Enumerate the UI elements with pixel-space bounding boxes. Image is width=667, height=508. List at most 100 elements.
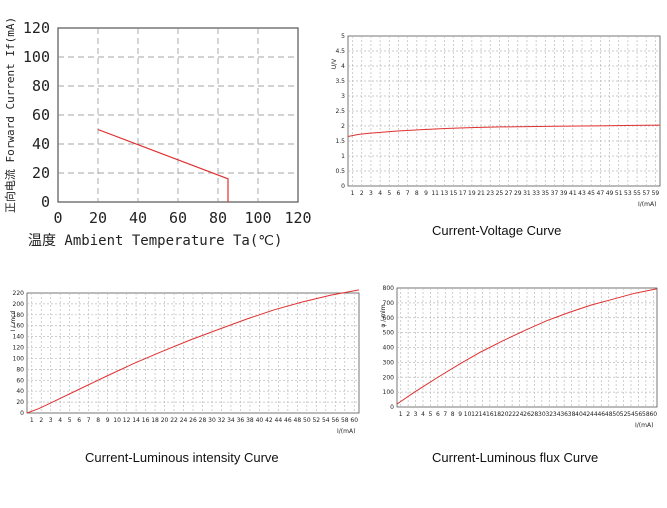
current-voltage-y-tick-label: 0.5 [335,168,345,175]
current-luminous-intensity-x-axis-label: I/(mA) [337,428,355,435]
current-luminous-intensity-x-tick-label: 32 [218,417,226,424]
current-luminous-intensity-x-tick-label: 3 [49,417,53,424]
current-voltage-y-tick-label: 1.5 [335,138,345,145]
current-luminous-flux-caption: Current-Luminous flux Curve [432,450,599,465]
current-luminous-flux-y-tick-label: 200 [383,374,395,381]
derating-y-tick-label: 0 [41,193,50,211]
current-voltage-x-tick-label: 3 [369,190,373,197]
current-luminous-flux-x-tick-label: 48 [605,411,613,418]
current-voltage-x-tick-label: 17 [459,190,467,197]
derating-y-tick-label: 100 [23,48,50,66]
current-luminous-flux-x-tick-label: 54 [627,411,635,418]
current-voltage-x-tick-label: 1 [351,190,355,197]
current-voltage-y-tick-label: 4 [341,63,345,70]
current-luminous-flux-x-tick-label: 4 [421,411,425,418]
current-voltage-x-tick-label: 27 [505,190,513,197]
current-voltage-x-tick-label: 21 [477,190,485,197]
current-luminous-intensity-y-tick-label: 160 [13,323,25,330]
current-luminous-flux-x-tick-label: 8 [451,411,455,418]
current-voltage-y-tick-label: 1 [341,153,345,160]
current-luminous-intensity-x-tick-label: 26 [189,417,197,424]
derating-y-tick-label: 40 [32,135,50,153]
derating-x-tick-label: 0 [53,209,62,227]
current-luminous-flux-y-tick-label: 0 [390,404,394,411]
current-luminous-intensity-x-tick-label: 6 [77,417,81,424]
current-luminous-intensity-x-tick-label: 4 [58,417,62,424]
current-luminous-intensity-x-tick-label: 38 [246,417,254,424]
current-luminous-flux-x-tick-label: 30 [538,411,546,418]
current-voltage-x-tick-label: 2 [360,190,364,197]
derating-series-line [97,128,229,202]
current-luminous-intensity-x-tick-label: 9 [106,417,110,424]
current-luminous-flux-x-tick-label: 12 [471,411,479,418]
current-luminous-flux-x-tick-label: 18 [493,411,501,418]
current-luminous-intensity-x-tick-label: 30 [208,417,216,424]
derating-y-tick-label: 120 [23,19,50,37]
current-luminous-intensity-x-tick-label: 16 [142,417,150,424]
current-voltage-x-tick-label: 23 [486,190,494,197]
current-luminous-flux-x-tick-label: 16 [486,411,494,418]
derating-x-tick-label: 120 [284,209,311,227]
derating-x-tick-label: 60 [169,209,187,227]
current-luminous-intensity-caption: Current-Luminous intensity Curve [85,450,279,465]
current-luminous-flux-y-tick-label: 300 [383,359,395,366]
current-luminous-flux-x-tick-label: 32 [545,411,553,418]
current-voltage-x-tick-label: 49 [606,190,614,197]
current-luminous-flux-x-tick-label: 44 [590,411,598,418]
current-luminous-intensity-x-tick-label: 1 [30,417,34,424]
current-voltage-y-tick-label: 2.5 [335,108,345,115]
current-luminous-flux-x-tick-label: 14 [479,411,487,418]
current-voltage-x-tick-label: 25 [496,190,504,197]
current-voltage-x-tick-label: 39 [560,190,568,197]
current-luminous-intensity-x-tick-label: 52 [312,417,320,424]
current-luminous-flux-x-tick-label: 26 [523,411,531,418]
current-luminous-intensity-x-tick-label: 60 [350,417,358,424]
current-luminous-intensity-x-tick-label: 18 [151,417,159,424]
current-luminous-flux-y-tick-label: 400 [383,345,395,352]
current-voltage-x-tick-label: 33 [532,190,540,197]
current-voltage-x-tick-label: 15 [450,190,458,197]
current-luminous-intensity-y-tick-label: 80 [16,366,24,373]
current-luminous-intensity-x-tick-label: 12 [123,417,131,424]
current-voltage-x-tick-label: 55 [633,190,641,197]
current-luminous-flux-x-tick-label: 52 [620,411,628,418]
current-voltage-x-tick-label: 59 [652,190,660,197]
current-luminous-intensity-x-tick-label: 5 [68,417,72,424]
current-luminous-flux-x-tick-label: 42 [583,411,591,418]
current-luminous-flux-x-tick-label: 50 [612,411,620,418]
current-voltage-caption: Current-Voltage Curve [432,223,562,238]
current-luminous-flux-x-tick-label: 9 [458,411,462,418]
current-luminous-intensity-y-tick-label: 0 [20,410,24,417]
current-luminous-flux-x-tick-label: 34 [553,411,561,418]
current-luminous-flux-x-tick-label: 38 [568,411,576,418]
derating-y-tick-label: 20 [32,164,50,182]
current-luminous-intensity-y-tick-label: 220 [13,290,25,297]
current-luminous-intensity-y-tick-label: 60 [16,377,24,384]
current-luminous-flux-x-tick-label: 7 [443,411,447,418]
current-luminous-flux-x-tick-label: 56 [635,411,643,418]
current-luminous-flux-series-line [396,288,658,405]
current-luminous-intensity-x-tick-label: 20 [161,417,169,424]
current-luminous-flux-x-tick-label: 5 [429,411,433,418]
derating-y-tick-label: 60 [32,106,50,124]
current-voltage-x-tick-label: 51 [615,190,623,197]
current-voltage-x-tick-label: 29 [514,190,522,197]
current-luminous-intensity-y-tick-label: 140 [13,334,25,341]
current-voltage-x-tick-label: 11 [431,190,439,197]
current-luminous-intensity-x-tick-label: 8 [96,417,100,424]
derating-x-axis-label: 温度 Ambient Temperature Ta(℃) [28,233,282,249]
current-voltage-x-tick-label: 31 [523,190,531,197]
current-voltage-series-line [347,124,661,137]
current-voltage-x-tick-label: 47 [597,190,605,197]
current-luminous-flux-x-tick-label: 6 [436,411,440,418]
current-luminous-flux-x-tick-label: 22 [508,411,516,418]
current-luminous-intensity-x-tick-label: 2 [39,417,43,424]
current-voltage-x-tick-label: 35 [541,190,549,197]
current-voltage-y-tick-label: 4.5 [335,48,345,55]
current-luminous-intensity-x-tick-label: 22 [170,417,178,424]
current-luminous-intensity-x-tick-label: 10 [113,417,121,424]
current-luminous-flux-y-tick-label: 800 [383,285,395,292]
current-luminous-flux-x-tick-label: 40 [575,411,583,418]
current-luminous-flux-y-axis-label: φ / mlm [380,304,387,327]
current-voltage-x-tick-label: 13 [441,190,449,197]
